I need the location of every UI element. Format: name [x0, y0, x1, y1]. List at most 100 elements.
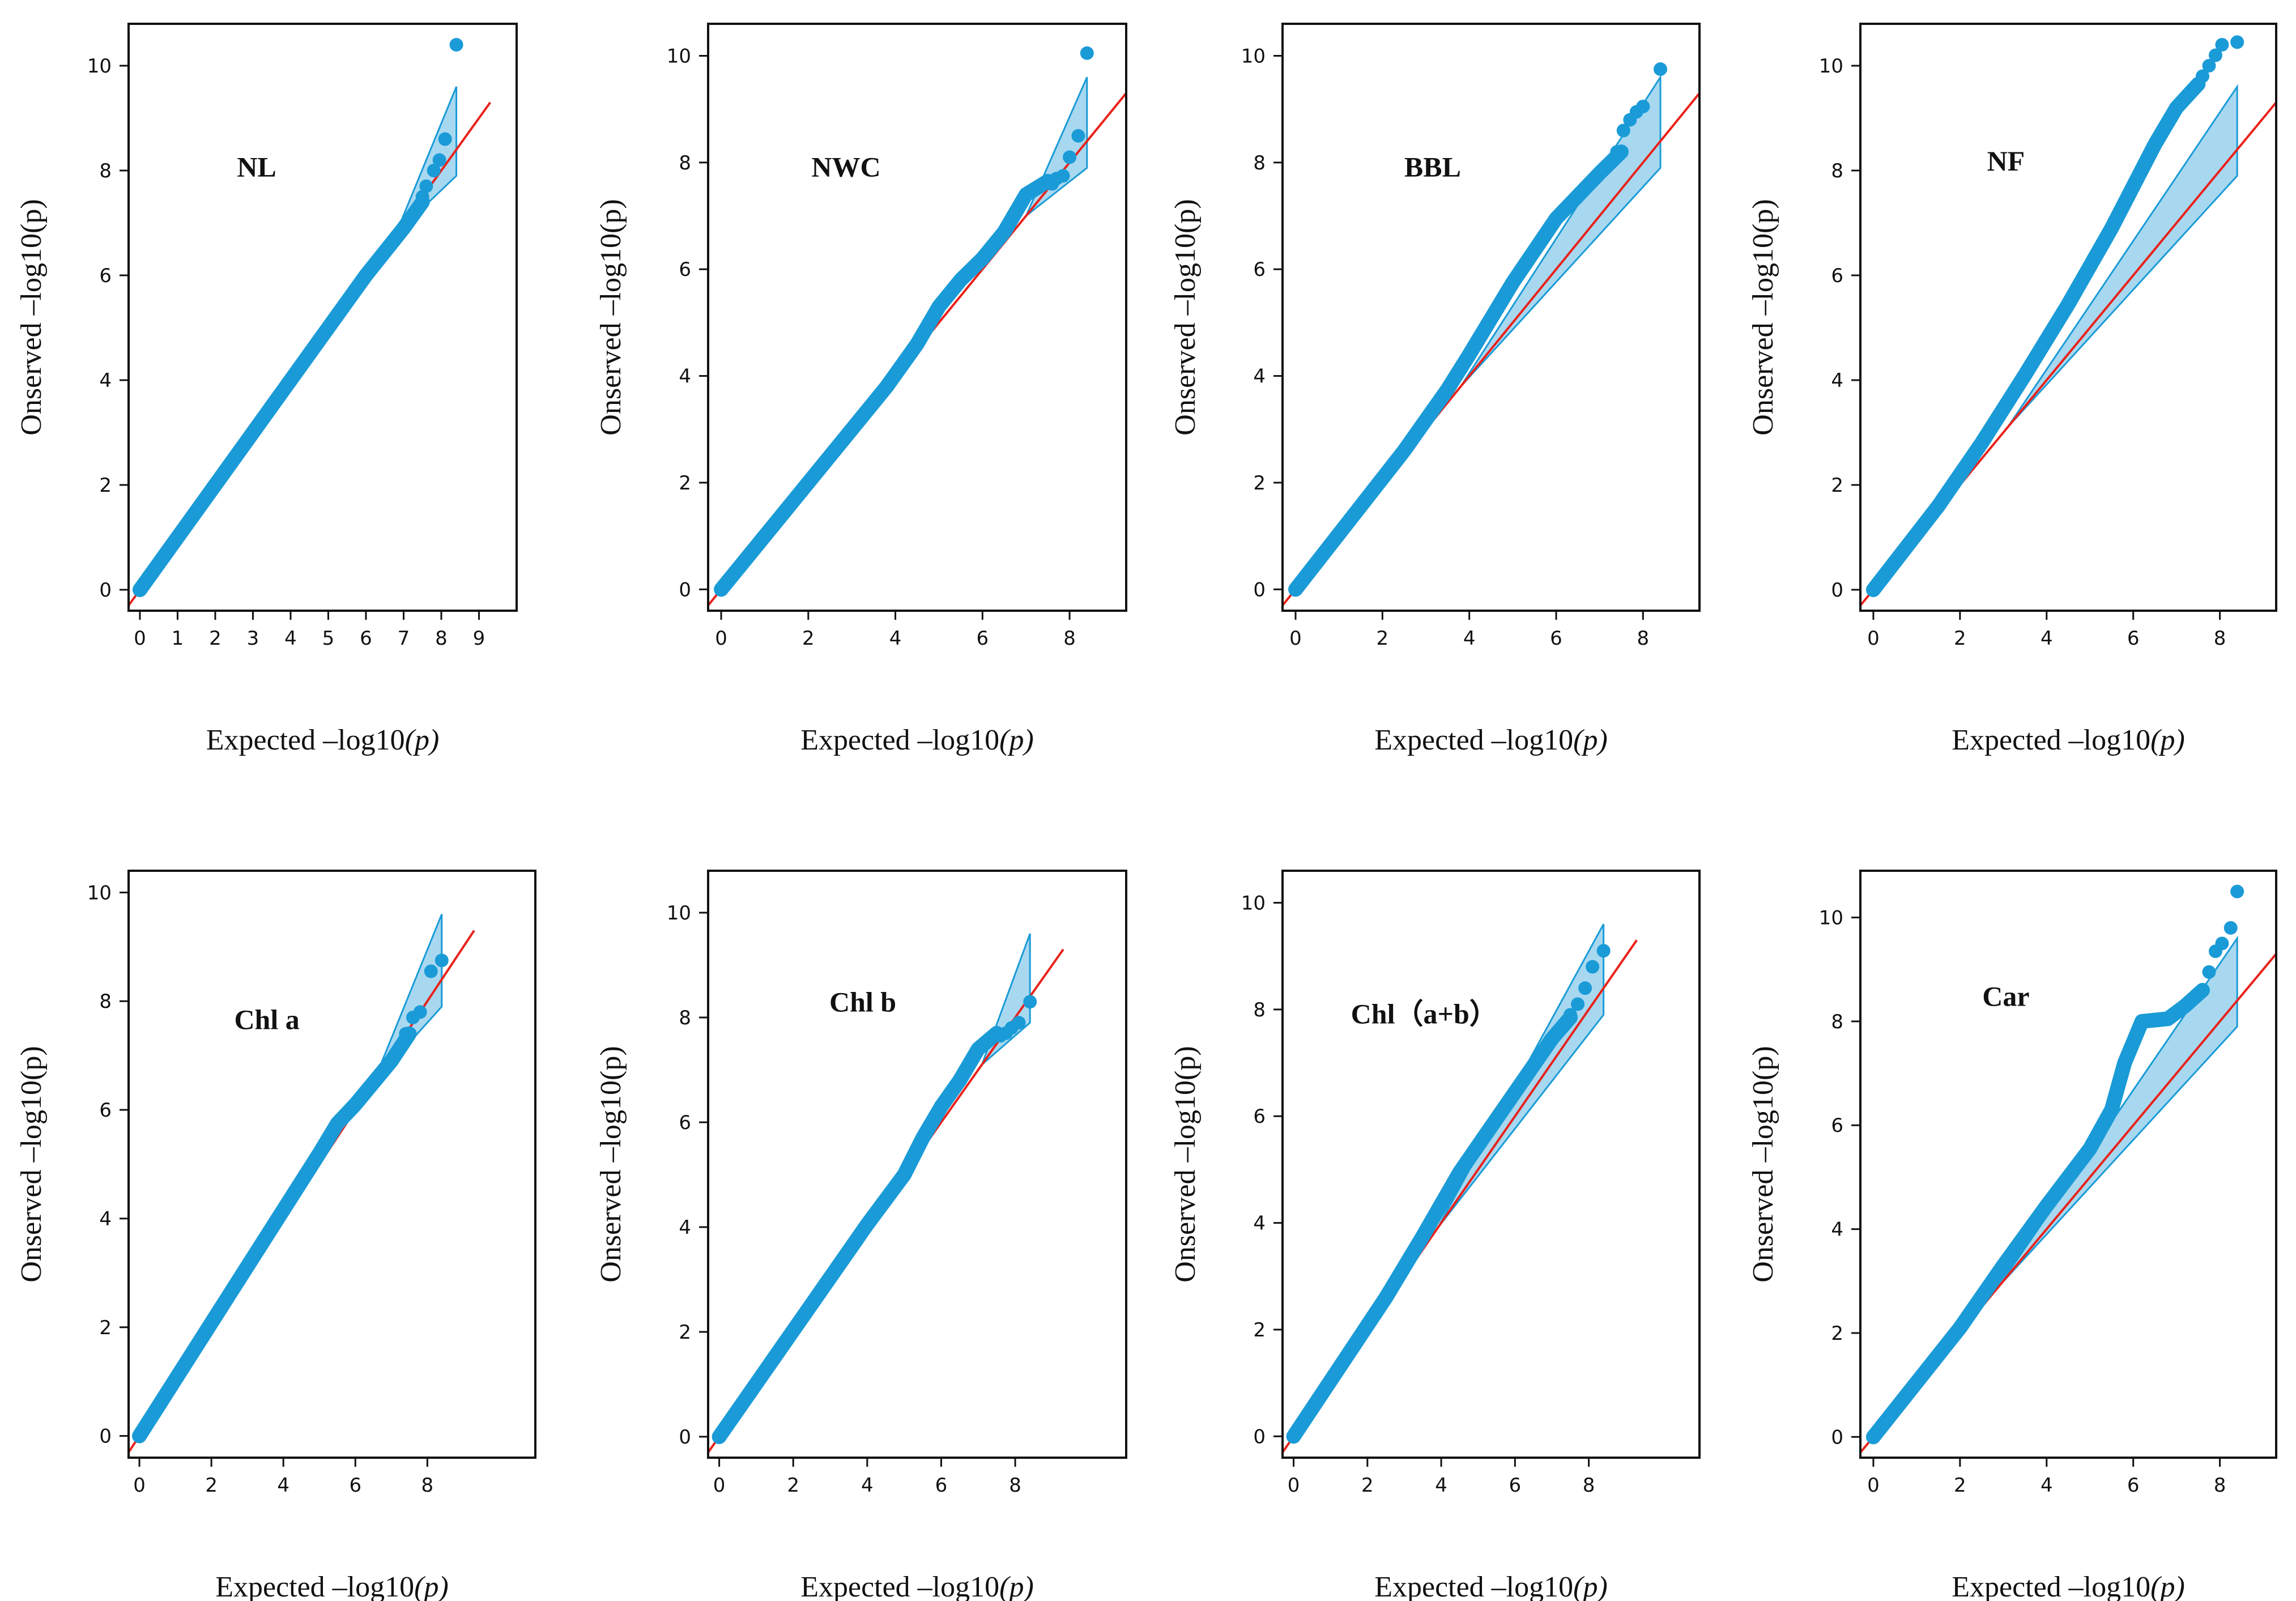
qq-point [1023, 995, 1037, 1009]
plot-area [1283, 74, 1699, 606]
y-tick-label: 6 [1831, 1114, 1843, 1137]
panel-title: Chl b [829, 986, 896, 1018]
observed-qq-curve [132, 1026, 417, 1444]
y-tick-label: 0 [1831, 1426, 1843, 1449]
y-tick-label: 2 [1253, 472, 1266, 495]
qq-point [438, 132, 452, 146]
y-tick-label: 8 [679, 152, 691, 174]
x-tick-label: 2 [1361, 1474, 1374, 1497]
x-tick-label: 2 [802, 627, 815, 650]
x-axis-label: Expected –log10(p) [206, 724, 440, 756]
qq-point [1610, 145, 1624, 159]
x-tick-label: 8 [1063, 627, 1076, 650]
y-axis-label: Onserved –log10(p) [1747, 199, 1779, 435]
qq-point [1586, 960, 1600, 974]
x-tick-label: 4 [277, 1474, 289, 1497]
axes-frame [707, 870, 1127, 1459]
qq-point [1654, 62, 1667, 76]
qq-panel: 0 2 4 6 8 0 2 4 6 8 10 Chl a Expected –log10(p) Onser… [15, 870, 536, 1601]
plot-area [1283, 923, 1638, 1453]
x-tick-label: 6 [360, 627, 372, 650]
axes-frame [1859, 23, 2277, 612]
y-tick-label: 2 [1831, 1322, 1843, 1345]
qq-point [419, 179, 433, 193]
y-tick-label: 6 [679, 1112, 691, 1134]
qq-panel: 0 1 2 3 4 5 6 7 8 9 0 2 4 6 8 10 NL Expected –log10(p) Ons… [15, 23, 518, 756]
y-axis-label: Onserved –log10(p) [1169, 1046, 1202, 1282]
x-tick-label: 0 [1289, 627, 1302, 650]
qq-point [1056, 169, 1070, 183]
x-axis-label: Expected –log10(p) [1374, 1571, 1608, 1601]
y-tick-label: 0 [1253, 578, 1266, 601]
qq-point [2230, 35, 2244, 49]
y-tick-label: 2 [1831, 474, 1843, 497]
y-tick-label: 0 [679, 578, 691, 601]
panel-title: BBL [1404, 151, 1461, 182]
x-axis-label: Expected –log10(p) [1952, 724, 2185, 756]
qq-panel: 0 2 4 6 8 0 2 4 6 8 10 NWC Expected –log10(p) Onserve… [595, 23, 1127, 756]
x-tick-label: 8 [2214, 627, 2226, 650]
plot-area [129, 914, 475, 1453]
qq-point [1080, 46, 1094, 60]
qq-point [1596, 944, 1611, 958]
y-tick-label: 6 [679, 258, 691, 281]
qq-point [424, 964, 438, 978]
y-axis-label: Onserved –log10(p) [1747, 1046, 1779, 1282]
y-tick-label: 10 [1241, 45, 1266, 68]
confidence-band [2007, 84, 2238, 428]
observed-qq-curve [132, 194, 430, 597]
y-tick-label: 2 [99, 1317, 112, 1339]
confidence-band [395, 86, 458, 235]
y-axis-label: Onserved –log10(p) [15, 199, 48, 435]
qq-point [1564, 1008, 1578, 1022]
x-tick-label: 2 [1377, 627, 1389, 650]
y-tick-label: 0 [679, 1426, 691, 1449]
y-tick-label: 8 [99, 160, 112, 182]
y-tick-label: 4 [679, 365, 691, 388]
x-tick-label: 0 [133, 1474, 146, 1497]
y-axis-label: Onserved –log10(p) [1169, 199, 1202, 435]
x-tick-label: 4 [889, 627, 902, 650]
x-tick-label: 3 [247, 627, 259, 650]
y-tick-label: 4 [99, 369, 112, 392]
x-axis-label: Expected –log10(p) [1952, 1571, 2185, 1601]
x-tick-label: 6 [935, 1474, 948, 1497]
qq-panel: 0 2 4 6 8 0 2 4 6 8 10 Car Expected –log10(p) Onserve… [1747, 870, 2277, 1601]
x-axis-label: Expected –log10(p) [215, 1571, 449, 1601]
y-tick-label: 2 [679, 1321, 691, 1344]
x-tick-label: 2 [1954, 627, 1966, 650]
x-tick-label: 0 [1867, 1474, 1880, 1497]
x-tick-label: 8 [1009, 1474, 1021, 1497]
y-tick-label: 10 [667, 902, 691, 925]
y-tick-label: 2 [99, 474, 112, 497]
x-tick-label: 6 [2127, 1474, 2140, 1497]
qq-panel: 0 2 4 6 8 0 2 4 6 8 10 NF Expected –log10(p) Onserved… [1747, 23, 2277, 756]
y-tick-label: 4 [1253, 1212, 1266, 1235]
y-tick-label: 6 [99, 1099, 112, 1122]
x-tick-label: 6 [349, 1474, 361, 1497]
x-tick-label: 8 [421, 1474, 434, 1497]
qq-point [399, 1027, 413, 1041]
x-tick-label: 8 [1637, 627, 1650, 650]
y-tick-label: 8 [99, 990, 112, 1013]
x-tick-label: 6 [976, 627, 989, 650]
qq-point [2215, 936, 2229, 951]
x-tick-label: 4 [1463, 627, 1476, 650]
x-tick-label: 6 [1550, 627, 1562, 650]
x-tick-label: 4 [2041, 627, 2053, 650]
x-axis-label: Expected –log10(p) [800, 1571, 1034, 1601]
x-tick-label: 2 [209, 627, 221, 650]
qq-point [1063, 150, 1077, 164]
y-axis-label: Onserved –log10(p) [15, 1046, 48, 1282]
x-tick-label: 1 [172, 627, 184, 650]
plot-area [1860, 76, 2276, 607]
x-tick-label: 0 [134, 627, 146, 650]
axes-frame [127, 870, 536, 1459]
qq-point [1616, 124, 1630, 138]
x-tick-label: 8 [2214, 1474, 2226, 1497]
panel-title: Car [1982, 980, 2029, 1012]
x-tick-label: 2 [1954, 1474, 1966, 1497]
x-axis-label: Expected –log10(p) [800, 724, 1034, 756]
axes-frame [1859, 870, 2277, 1459]
x-tick-label: 4 [2041, 1474, 2053, 1497]
